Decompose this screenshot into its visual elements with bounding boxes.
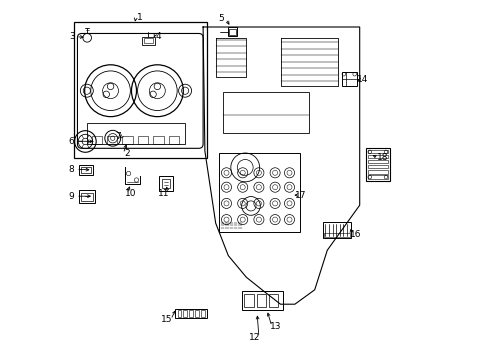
- Bar: [219, 153, 300, 232]
- Text: 12: 12: [248, 333, 260, 342]
- Bar: [341, 72, 356, 86]
- Bar: [200, 310, 204, 317]
- Bar: [227, 27, 237, 36]
- Bar: [367, 165, 387, 168]
- Bar: [324, 233, 349, 237]
- Text: 11: 11: [158, 189, 169, 198]
- Bar: [142, 37, 154, 45]
- Bar: [159, 176, 173, 191]
- FancyBboxPatch shape: [77, 33, 203, 148]
- Bar: [268, 294, 278, 307]
- Text: 5: 5: [218, 14, 224, 23]
- Bar: [73, 22, 206, 158]
- Text: 15: 15: [160, 315, 172, 324]
- Text: 8: 8: [69, 165, 75, 174]
- Text: 14: 14: [356, 76, 367, 85]
- Bar: [228, 29, 235, 35]
- Bar: [322, 222, 350, 238]
- Text: 16: 16: [349, 230, 361, 239]
- Bar: [223, 92, 309, 133]
- Text: 17: 17: [295, 191, 306, 199]
- Bar: [244, 294, 253, 307]
- Bar: [143, 38, 153, 43]
- Bar: [79, 165, 93, 175]
- Text: 3: 3: [69, 32, 75, 41]
- Bar: [107, 136, 117, 144]
- Bar: [367, 155, 387, 158]
- Bar: [168, 136, 179, 144]
- Bar: [175, 309, 206, 318]
- Bar: [189, 310, 193, 317]
- Bar: [367, 175, 387, 179]
- Text: 1: 1: [137, 13, 142, 22]
- Text: 2: 2: [124, 149, 130, 158]
- Bar: [194, 310, 199, 317]
- Bar: [367, 150, 387, 153]
- Bar: [81, 193, 92, 201]
- Bar: [367, 160, 387, 163]
- Bar: [256, 294, 265, 307]
- Bar: [91, 136, 102, 144]
- Bar: [183, 310, 187, 317]
- Bar: [138, 136, 148, 144]
- Bar: [241, 291, 283, 310]
- Bar: [366, 148, 389, 181]
- Bar: [87, 123, 184, 144]
- Text: 9: 9: [69, 192, 75, 201]
- Text: 4: 4: [156, 32, 162, 41]
- Bar: [367, 170, 387, 174]
- Text: 18: 18: [376, 153, 387, 162]
- Text: 10: 10: [125, 189, 137, 198]
- Bar: [81, 167, 91, 173]
- Bar: [162, 179, 170, 188]
- Bar: [79, 190, 95, 203]
- Bar: [153, 136, 163, 144]
- Text: 13: 13: [270, 322, 282, 331]
- Text: 7: 7: [115, 132, 121, 141]
- Bar: [177, 310, 181, 317]
- Text: 6: 6: [68, 137, 74, 146]
- Bar: [122, 136, 132, 144]
